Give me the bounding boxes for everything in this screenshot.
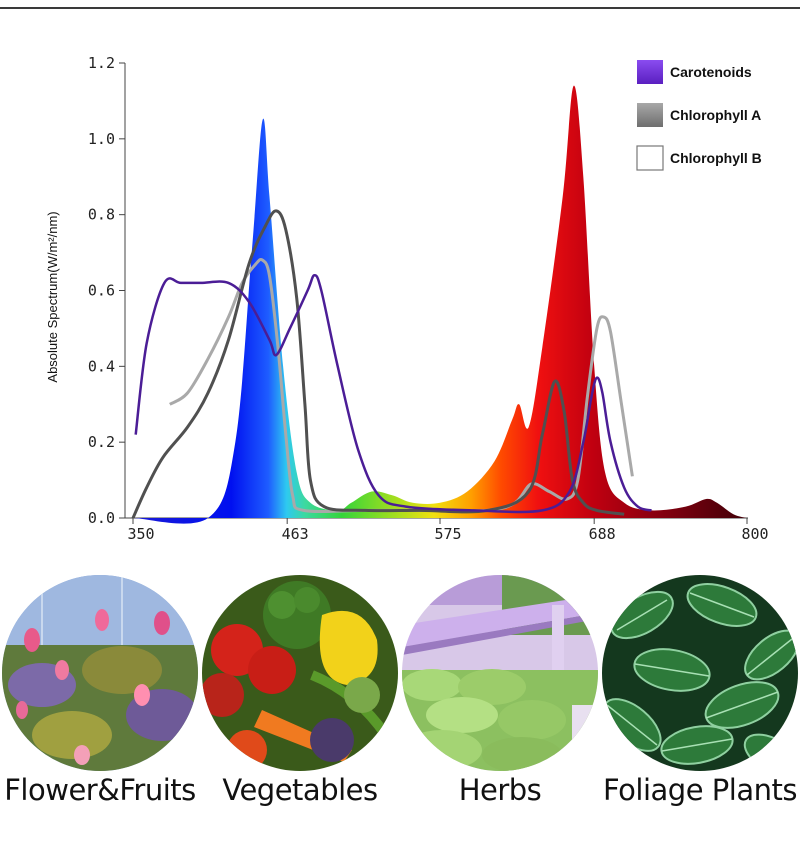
y-tick-label: 0.2 — [88, 433, 115, 451]
foliage-plants-photo — [602, 575, 798, 771]
category-label-herbs: Herbs — [458, 773, 542, 807]
y-axis-label: Absolute Spectrum(W/m²/nm) — [45, 211, 60, 382]
x-tick-label: 688 — [589, 525, 616, 543]
legend: Carotenoids Chlorophyll A Chlorophyll B — [636, 60, 762, 171]
x-ticks: 350 463 575 688 800 — [127, 518, 769, 543]
spectrum-chart: 0.0 0.2 0.4 0.6 0.8 1.0 1.2 350 463 575 688 800 Ab… — [45, 54, 769, 543]
category-herbs: Herbs — [400, 565, 600, 844]
y-tick-label: 0.6 — [88, 282, 115, 300]
category-label-foliage-plants: Foliage Plants — [603, 773, 797, 807]
spectrum-area — [133, 85, 747, 524]
category-label-flower-fruits: Flower&Fruits — [4, 773, 196, 807]
legend-swatch-carotenoids — [637, 60, 663, 84]
category-vegetables: Vegetables — [200, 565, 400, 844]
legend-label-carotenoids: Carotenoids — [670, 64, 752, 80]
x-tick-label: 463 — [282, 525, 309, 543]
y-tick-label: 0.4 — [88, 357, 115, 375]
category-foliage-plants: Foliage Plants — [600, 565, 800, 844]
flower-fruits-photo — [2, 575, 198, 771]
herbs-photo — [402, 575, 598, 771]
legend-swatch-chlorophyll-a — [637, 103, 663, 127]
y-tick-label: 0.8 — [88, 206, 115, 224]
legend-label-chlorophyll-b: Chlorophyll B — [670, 150, 762, 166]
y-tick-label: 0.0 — [88, 509, 115, 527]
vegetables-photo — [202, 575, 398, 771]
x-tick-label: 575 — [434, 525, 461, 543]
category-flower-fruits: Flower&Fruits — [0, 565, 200, 844]
carotenoids-line — [134, 274, 652, 514]
y-tick-label: 1.2 — [88, 54, 115, 72]
legend-swatch-chlorophyll-b — [636, 145, 664, 171]
chlorophyll-a-line — [131, 209, 625, 519]
top-rule — [0, 0, 800, 9]
x-tick-label: 800 — [741, 525, 768, 543]
x-tick-label: 350 — [127, 525, 154, 543]
plant-categories: Flower&Fruits Vegetables — [0, 565, 800, 844]
category-label-vegetables: Vegetables — [222, 773, 378, 807]
y-tick-label: 1.0 — [88, 130, 115, 148]
legend-label-chlorophyll-a: Chlorophyll A — [670, 107, 761, 123]
y-ticks: 0.0 0.2 0.4 0.6 0.8 1.0 1.2 — [88, 54, 125, 527]
